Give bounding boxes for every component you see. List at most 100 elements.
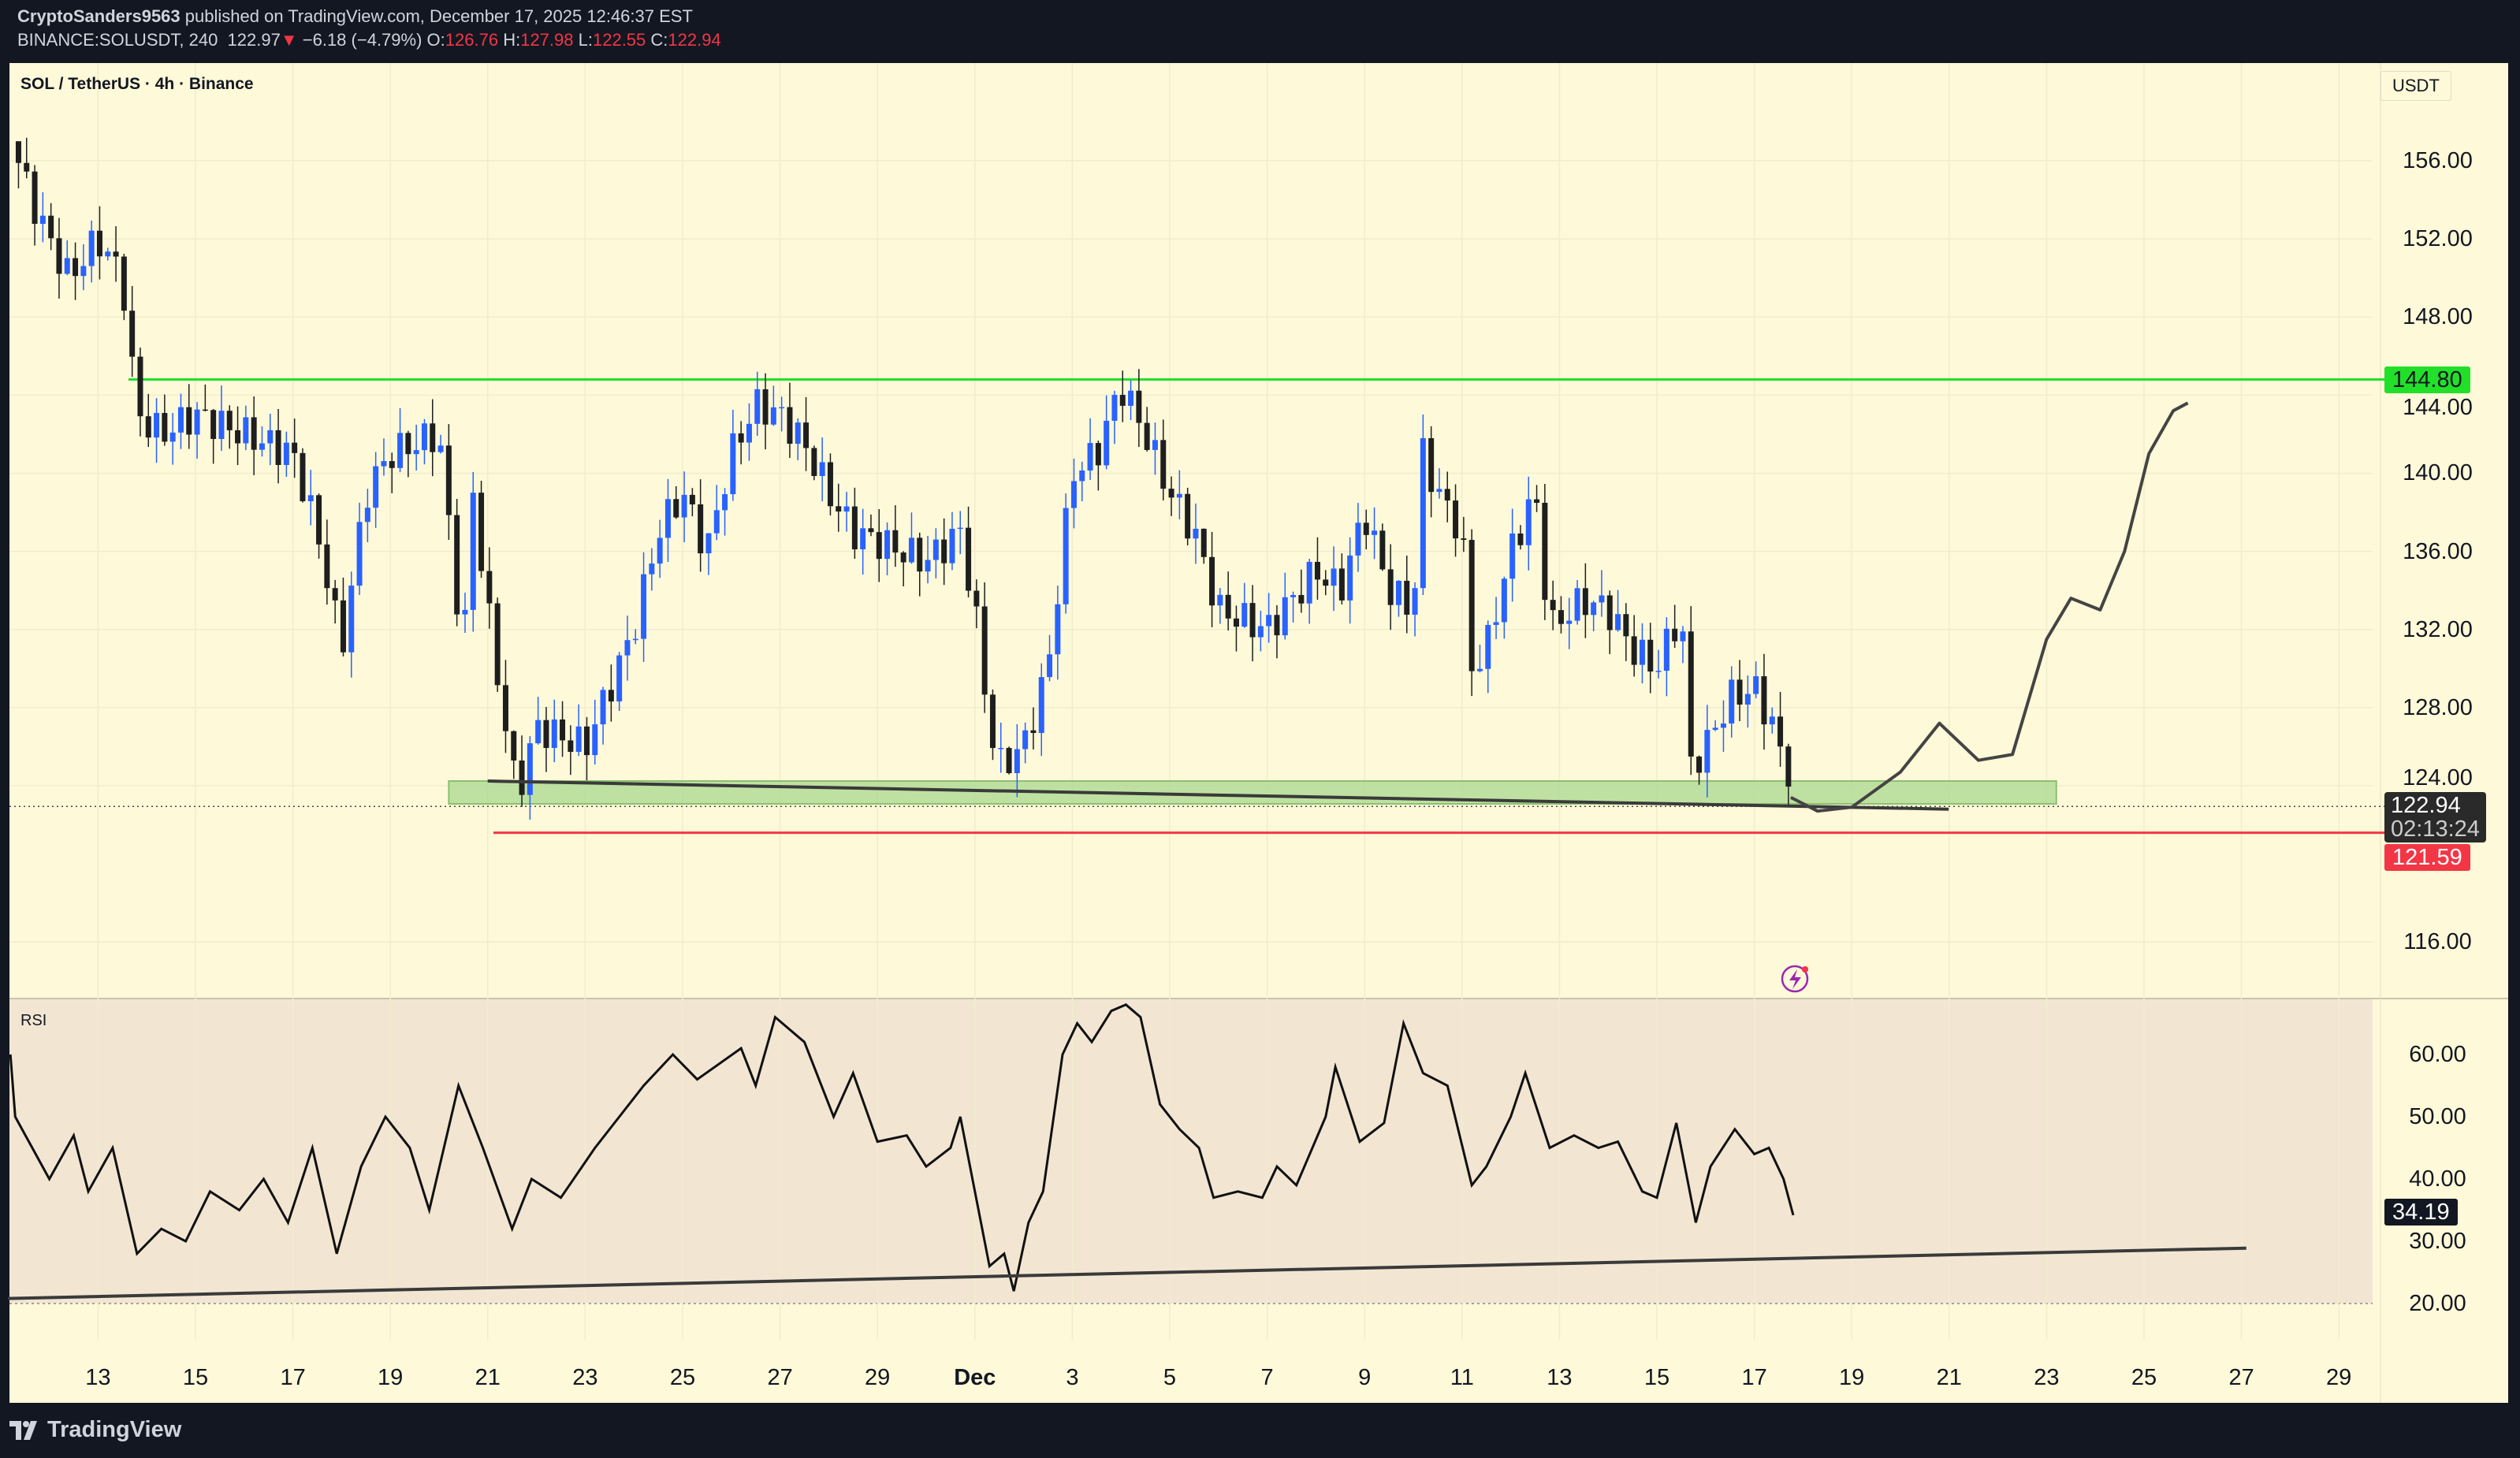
candle-body (1274, 615, 1280, 636)
candle-body (819, 462, 825, 477)
time-axis-label: 5 (1163, 1365, 1177, 1390)
candle-body (348, 586, 355, 653)
candle-body (1623, 614, 1629, 637)
candle-body (1038, 677, 1044, 734)
candle-body (145, 416, 151, 438)
candle-body (340, 600, 346, 653)
candle-body (316, 495, 322, 545)
candle-body (1729, 679, 1735, 724)
candle-body (1266, 615, 1272, 627)
candle-body (1022, 730, 1029, 749)
candle-body (1095, 443, 1101, 466)
author-name[interactable]: CryptoSanders9563 (17, 6, 181, 26)
candle-body (1599, 595, 1605, 603)
chart-title: SOL / TetherUS · 4h · Binance (20, 75, 254, 93)
candle-body (1168, 489, 1174, 498)
candle-body (1209, 556, 1215, 606)
candle-body (177, 407, 184, 433)
candle-body (851, 506, 858, 550)
candle-body (884, 530, 891, 560)
candle-body (592, 724, 598, 756)
candle-body (73, 258, 79, 277)
candle-body (24, 162, 30, 172)
candle-body (430, 423, 436, 452)
candle-body (932, 539, 939, 560)
time-axis-label: 13 (1547, 1365, 1573, 1390)
candle-body (64, 258, 70, 274)
candle-body (941, 539, 947, 563)
notification-dot (1802, 966, 1808, 973)
candle-body (1144, 422, 1150, 450)
candle-body (1347, 555, 1353, 601)
candle-body (1104, 420, 1110, 466)
close-value: 122.94 (668, 30, 721, 50)
tradingview-logo[interactable]: TradingView (9, 1417, 181, 1443)
time-axis-label: 15 (182, 1365, 209, 1390)
candle-body (1323, 579, 1329, 586)
candle-body (1647, 639, 1654, 672)
candle-body (900, 552, 906, 563)
candle-body (462, 609, 468, 615)
candle-body (519, 760, 525, 795)
logo-text: TradingView (47, 1417, 182, 1442)
candle-body (32, 171, 38, 224)
symbol-label: BINANCE:SOLUSDT, 240 (17, 30, 218, 50)
candle-body (535, 720, 542, 744)
time-axis-label: 3 (1066, 1365, 1079, 1390)
price-axis-label: 128.00 (2403, 694, 2473, 720)
candle-body (162, 412, 168, 442)
rsi-value-tag: 34.19 (2384, 1199, 2458, 1226)
currency-button[interactable]: USDT (2380, 71, 2451, 101)
candle-body (137, 356, 143, 417)
time-axis-label: Dec (954, 1365, 996, 1390)
candle-body (989, 694, 996, 749)
time-axis-label: 23 (2034, 1365, 2060, 1390)
candle-body (1006, 748, 1012, 774)
rsi-axis-label: 50.00 (2409, 1104, 2466, 1129)
time-axis-label: 13 (85, 1365, 111, 1390)
rsi-axis-label: 40.00 (2409, 1166, 2466, 1192)
candle-body (1379, 530, 1386, 570)
time-axis-label: 25 (2131, 1365, 2157, 1390)
open-value: 126.76 (445, 30, 499, 50)
candle-body (1079, 471, 1085, 482)
candle-body (762, 389, 769, 425)
candle-body (332, 588, 338, 601)
candle-body (868, 528, 874, 533)
candle-body (560, 719, 566, 741)
rsi-trendline (8, 1246, 2246, 1300)
candle-body (1087, 443, 1093, 471)
candle-body (616, 655, 623, 702)
candle-body (795, 422, 801, 444)
time-axis-label: 21 (475, 1365, 501, 1390)
candle-body (575, 726, 582, 752)
candle-body (925, 560, 931, 572)
candle-body (1655, 671, 1662, 672)
candle-body (300, 452, 306, 501)
candle-body (373, 466, 379, 508)
price-axis-label: 124.00 (2403, 765, 2473, 790)
candle-body (389, 461, 395, 468)
low-value: 122.55 (592, 30, 646, 50)
rsi-label: RSI (20, 1012, 47, 1029)
candle-body (1753, 676, 1759, 694)
candle-body (259, 443, 265, 450)
candle-body (1160, 440, 1167, 489)
candle-body (722, 494, 728, 511)
candle-body (957, 527, 963, 530)
candle-body (267, 430, 274, 444)
publish-line: CryptoSanders9563 published on TradingVi… (17, 6, 693, 27)
candle-body (1550, 600, 1556, 611)
candle-body (998, 748, 1004, 749)
high-label: H: (503, 30, 521, 50)
candle-body (405, 433, 411, 455)
time-axis-label: 7 (1260, 1365, 1274, 1390)
candle-body (908, 537, 914, 563)
candle-body (1152, 440, 1158, 450)
candle-body (1680, 631, 1686, 642)
candle-body (1241, 603, 1248, 627)
time-axis-label: 21 (1936, 1365, 1962, 1390)
candle-body (1785, 746, 1792, 787)
tradingview-logo-icon (9, 1420, 37, 1440)
